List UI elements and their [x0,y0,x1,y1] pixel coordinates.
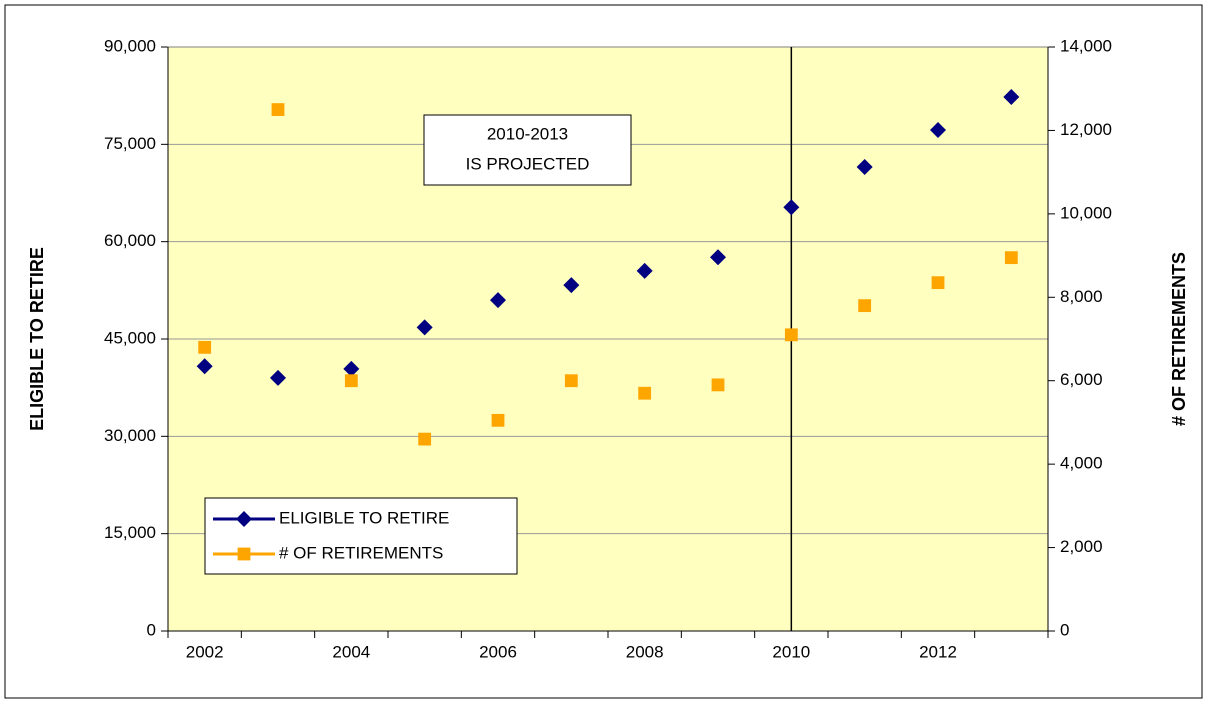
y-axis-title: ELIGIBLE TO RETIRE [27,247,47,431]
square-marker [344,374,358,388]
y2-tick-label: 12,000 [1060,120,1112,139]
x-tick-label: 2012 [919,642,957,661]
square-marker [638,386,652,400]
legend-box [204,497,518,575]
y2-tick-label: 2,000 [1060,537,1103,556]
y2-tick-label: 6,000 [1060,370,1103,389]
square-marker [784,328,798,342]
square-marker [931,276,945,290]
square-marker [711,378,725,392]
y-tick-label: 75,000 [104,134,156,153]
annotation-text: IS PROJECTED [466,154,590,173]
diamond-marker [490,292,506,309]
y-tick-label: 60,000 [104,231,156,250]
y-tick-label: 15,000 [104,523,156,542]
diamond-marker [710,249,726,266]
diamond-marker [1003,88,1020,105]
diamond-marker [270,369,286,386]
diamond-marker [636,262,653,279]
y2-tick-label: 10,000 [1060,203,1112,222]
legend-label: # OF RETIREMENTS [279,543,443,562]
annotation-text: 2010-2013 [487,124,568,143]
diamond-marker [856,159,873,176]
y-tick-label: 45,000 [104,328,156,347]
y2-tick-label: 0 [1060,620,1069,639]
diamond-marker [343,360,360,377]
y2-axis-title: # OF RETIREMENTS [1169,252,1189,426]
x-tick-label: 2008 [626,642,664,661]
square-marker [418,432,432,446]
square-marker [198,340,212,354]
square-marker [237,547,251,561]
diamond-marker [563,277,580,294]
annotation-box [423,114,632,186]
square-marker [564,374,578,388]
y2-tick-label: 8,000 [1060,287,1103,306]
diamond-marker [236,511,252,527]
x-tick-label: 2010 [772,642,810,661]
x-tick-label: 2002 [186,642,224,661]
y-tick-label: 90,000 [104,36,156,55]
square-marker [858,299,872,313]
diamond-marker [783,199,800,216]
y2-tick-label: 14,000 [1060,36,1112,55]
square-marker [491,413,505,427]
square-marker [1004,251,1018,265]
diamond-marker [930,122,946,139]
legend-label: ELIGIBLE TO RETIRE [279,508,449,527]
y-tick-label: 0 [147,620,156,639]
y-tick-label: 30,000 [104,426,156,445]
x-tick-label: 2004 [332,642,370,661]
diamond-marker [416,319,433,336]
y2-tick-label: 4,000 [1060,454,1103,473]
diamond-marker [196,358,213,375]
square-marker [271,103,285,116]
x-tick-label: 2006 [479,642,517,661]
